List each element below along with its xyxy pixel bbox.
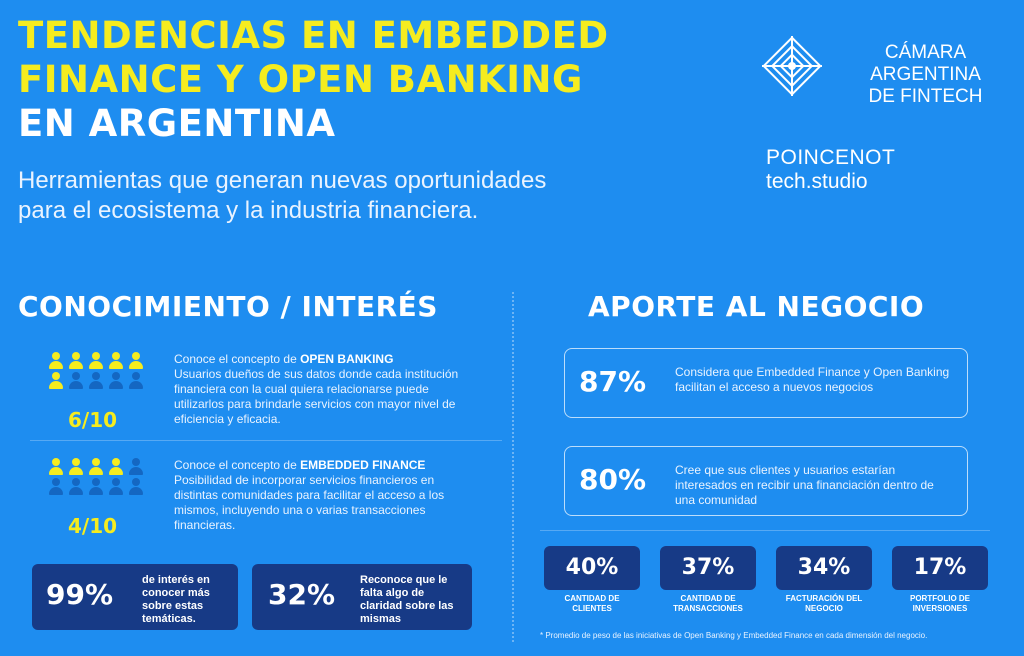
person-icon [106,478,126,496]
description-highlight: EMBEDDED FINANCE [300,458,426,472]
stat-facturacion: 34% FACTURACIÓN DEL NEGOCIO [776,546,872,614]
person-icon [126,352,146,370]
stat-value: 17% [892,546,988,590]
poincenot-tagline: tech.studio [766,170,868,193]
person-icon [46,458,66,476]
stat-box-value: 99% [46,578,114,611]
stat-box-text: de interés en conocer más sobre estas te… [142,574,210,625]
card-text: Cree que sus clientes y usuarios estaría… [675,463,934,507]
card-value: 80% [579,463,647,496]
stat-label: CANTIDAD DE CLIENTES [564,594,620,613]
cafintech-name-line-2: DE FINTECH [868,86,983,107]
people-icon-group-embedded-finance [46,458,146,496]
description-embedded-finance: Conoce el concepto de EMBEDDED FINANCE P… [174,458,474,533]
stat-value: 40% [544,546,640,590]
poincenot-logo: POINCENOT tech.studio [766,146,895,194]
description-open-banking: Conoce el concepto de OPEN BANKING Usuar… [174,352,474,427]
ratio-embedded-finance: 4/10 [68,514,118,538]
person-icon [86,478,106,496]
stat-box-text: Reconoce que le falta algo de claridad s… [360,574,454,625]
person-icon [86,372,106,390]
title-line-2: FINANCE Y OPEN BANKING [18,58,583,101]
stat-label: FACTURACIÓN DEL NEGOCIO [785,594,863,613]
person-icon [106,352,126,370]
stat-portfolio: 17% PORTFOLIO DE INVERSIONES [892,546,988,614]
cafintech-emblem-icon [762,36,822,96]
stat-label: PORTFOLIO DE INVERSIONES [910,594,970,613]
stat-box-clarity: 32% Reconoce que le falta algo de clarid… [252,564,472,630]
stat-value: 34% [776,546,872,590]
person-icon [66,352,86,370]
person-icon [66,478,86,496]
person-icon [46,352,66,370]
person-icon [66,372,86,390]
footnote: * Promedio de peso de las iniciativas de… [540,631,928,640]
person-icon [106,372,126,390]
subtitle-line-1: Herramientas que generan nuevas oportuni… [18,167,547,194]
stat-clientes: 40% CANTIDAD DE CLIENTES [544,546,640,614]
person-icon [126,372,146,390]
ratio-open-banking: 6/10 [68,408,118,432]
person-icon [86,458,106,476]
card-new-business: 87% Considera que Embedded Finance y Ope… [564,348,968,418]
card-value: 87% [579,365,647,398]
stat-value: 37% [660,546,756,590]
person-icon [106,458,126,476]
title-line-1: TENDENCIAS EN EMBEDDED [18,14,609,57]
right-section-title: APORTE AL NEGOCIO [588,290,925,323]
person-icon [46,372,66,390]
description-text: Posibilidad de incorporar servicios fina… [174,473,445,532]
column-divider [512,292,514,642]
cafintech-name-line-1: CÁMARA ARGENTINA [870,42,981,85]
cafintech-name: CÁMARA ARGENTINA DE FINTECH [838,42,1013,108]
card-text: Considera que Embedded Finance y Open Ba… [675,365,950,394]
description-highlight: OPEN BANKING [300,352,394,366]
person-icon [86,352,106,370]
person-icon [46,478,66,496]
cafintech-logo: CÁMARA ARGENTINA DE FINTECH [756,30,1016,107]
stat-box-interest: 99% de interés en conocer más sobre esta… [32,564,238,630]
description-intro: Conoce el concepto de [174,352,301,366]
people-icon-group-open-banking [46,352,146,390]
row-divider [540,530,990,531]
stat-box-value: 32% [268,578,336,611]
row-divider [30,440,502,441]
title-line-3: EN ARGENTINA [18,102,336,145]
description-intro: Conoce el concepto de [174,458,301,472]
subtitle: Herramientas que generan nuevas oportuni… [18,166,546,226]
person-icon [126,458,146,476]
stat-label: CANTIDAD DE TRANSACCIONES [673,594,743,613]
subtitle-line-2: para el ecosistema y la industria financ… [18,197,479,224]
person-icon [126,478,146,496]
left-section-title: CONOCIMIENTO / INTERÉS [18,290,438,323]
main-title: TENDENCIAS EN EMBEDDED FINANCE Y OPEN BA… [18,14,609,146]
person-icon [66,458,86,476]
description-text: Usuarios dueños de sus datos donde cada … [174,367,459,426]
poincenot-name: POINCENOT [766,146,896,169]
card-financing-interest: 80% Cree que sus clientes y usuarios est… [564,446,968,516]
stat-transacciones: 37% CANTIDAD DE TRANSACCIONES [660,546,756,614]
